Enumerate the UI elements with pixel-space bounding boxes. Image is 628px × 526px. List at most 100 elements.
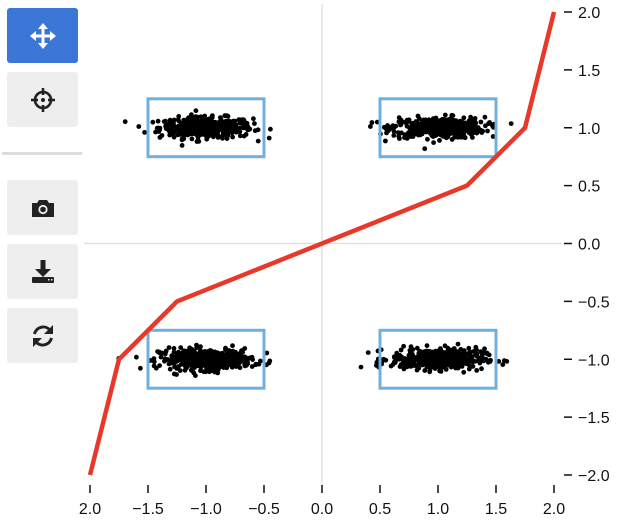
selection-box-1[interactable]: [146, 97, 266, 159]
scatter-point: [402, 135, 407, 141]
scatter-point: [419, 118, 425, 124]
scatter-point: [151, 359, 157, 365]
selection-box-3[interactable]: [146, 328, 266, 390]
scatter-point: [442, 124, 447, 129]
scatter-point: [448, 348, 454, 353]
scatter-point: [427, 369, 433, 375]
scatter-point: [408, 128, 414, 133]
scatter-point: [235, 355, 240, 360]
scatter-point: [395, 130, 401, 136]
scatter-point: [156, 350, 162, 356]
scatter-point: [210, 362, 216, 368]
scatter-point: [192, 350, 197, 356]
scatter-point: [391, 133, 397, 138]
scatter-point: [122, 119, 128, 125]
scatter-point: [421, 125, 427, 131]
scatter-point: [214, 352, 220, 358]
scatter-point: [166, 345, 172, 350]
y-axis: 2.0 1.5 1.0 0.5 0.0 −0.5 −1.0 −1.5 −2.0: [564, 5, 610, 485]
scatter-point: [158, 354, 164, 360]
scatter-point: [478, 119, 484, 125]
scatter-point: [455, 126, 460, 132]
scatter-point: [472, 122, 477, 128]
snapshot-button[interactable]: [7, 180, 78, 235]
scatter-point: [466, 366, 472, 372]
scatter-point: [182, 125, 188, 131]
scatter-point: [432, 120, 437, 125]
scatter-point: [385, 123, 390, 128]
scatter-point: [409, 361, 415, 367]
scatter-point: [454, 133, 460, 139]
scatter-point: [388, 363, 394, 369]
x-tick-label: 1.0: [427, 501, 449, 518]
scatter-point: [441, 350, 447, 355]
x-tick-label: 0.5: [369, 501, 391, 518]
scatter-point: [487, 359, 493, 364]
line-series: [87, 11, 557, 476]
scatter-point: [168, 123, 174, 129]
scatter-point: [500, 362, 506, 367]
scatter-point: [207, 133, 213, 138]
y-tick-label: −2.0: [578, 468, 610, 485]
y-tick-label: 1.5: [578, 63, 600, 80]
scatter-point: [242, 362, 248, 368]
scatter-point: [398, 347, 404, 353]
scatter-point: [432, 133, 438, 139]
scatter-point: [233, 364, 239, 369]
scatter-point: [442, 354, 448, 359]
scatter-point: [229, 364, 235, 370]
scatter-point: [252, 121, 257, 126]
scatter-point: [193, 120, 199, 125]
scatter-point: [214, 122, 219, 128]
scatter-point: [422, 146, 428, 152]
scatter-point: [167, 366, 173, 372]
scatter-point: [188, 128, 194, 133]
download-button[interactable]: [7, 244, 78, 299]
scatter-point: [198, 364, 204, 369]
pan-button[interactable]: [7, 8, 78, 63]
scatter-point: [427, 362, 433, 367]
scatter-point: [414, 345, 420, 351]
scatter-point: [209, 115, 215, 120]
scatter-point: [154, 125, 160, 131]
scatter-point: [268, 126, 273, 132]
scatter-point: [442, 112, 448, 118]
scatter-point: [472, 116, 478, 121]
x-tick-label: −1.5: [132, 501, 164, 518]
scatter-point: [230, 118, 236, 124]
scatter-point: [406, 352, 412, 358]
scatter-point: [358, 364, 364, 370]
y-tick-label: 1.0: [578, 121, 600, 138]
crosshair-button[interactable]: [7, 72, 78, 127]
scatter-point: [508, 121, 514, 126]
scatter-point: [181, 117, 187, 123]
selection-box-2[interactable]: [378, 97, 498, 159]
reset-button[interactable]: [7, 308, 78, 363]
scatter-point: [204, 124, 210, 130]
scatter-point: [469, 131, 474, 136]
crosshair-icon: [30, 87, 55, 112]
scatter-point: [430, 116, 436, 121]
scatter-point: [403, 120, 408, 125]
scatter-point: [249, 354, 255, 360]
scatter-point: [176, 364, 181, 370]
selection-box-4[interactable]: [378, 328, 498, 390]
scatter-point: [203, 369, 209, 375]
scatter-point: [215, 135, 221, 140]
scatter-point: [169, 131, 175, 137]
scatter-point: [258, 358, 263, 364]
scatter-point: [385, 128, 391, 134]
scatter-point: [428, 123, 434, 129]
scatter-point: [487, 120, 492, 125]
scatter-point: [208, 119, 214, 125]
scatter-point: [198, 114, 204, 120]
scatter-point: [230, 134, 236, 140]
scatter-point: [455, 341, 461, 347]
scatter-point: [470, 364, 476, 369]
scatter-point: [224, 363, 230, 369]
scatter-point: [461, 115, 467, 121]
y-tick-label: 2.0: [578, 5, 600, 22]
download-icon: [31, 259, 54, 283]
scatter-point: [224, 127, 230, 132]
